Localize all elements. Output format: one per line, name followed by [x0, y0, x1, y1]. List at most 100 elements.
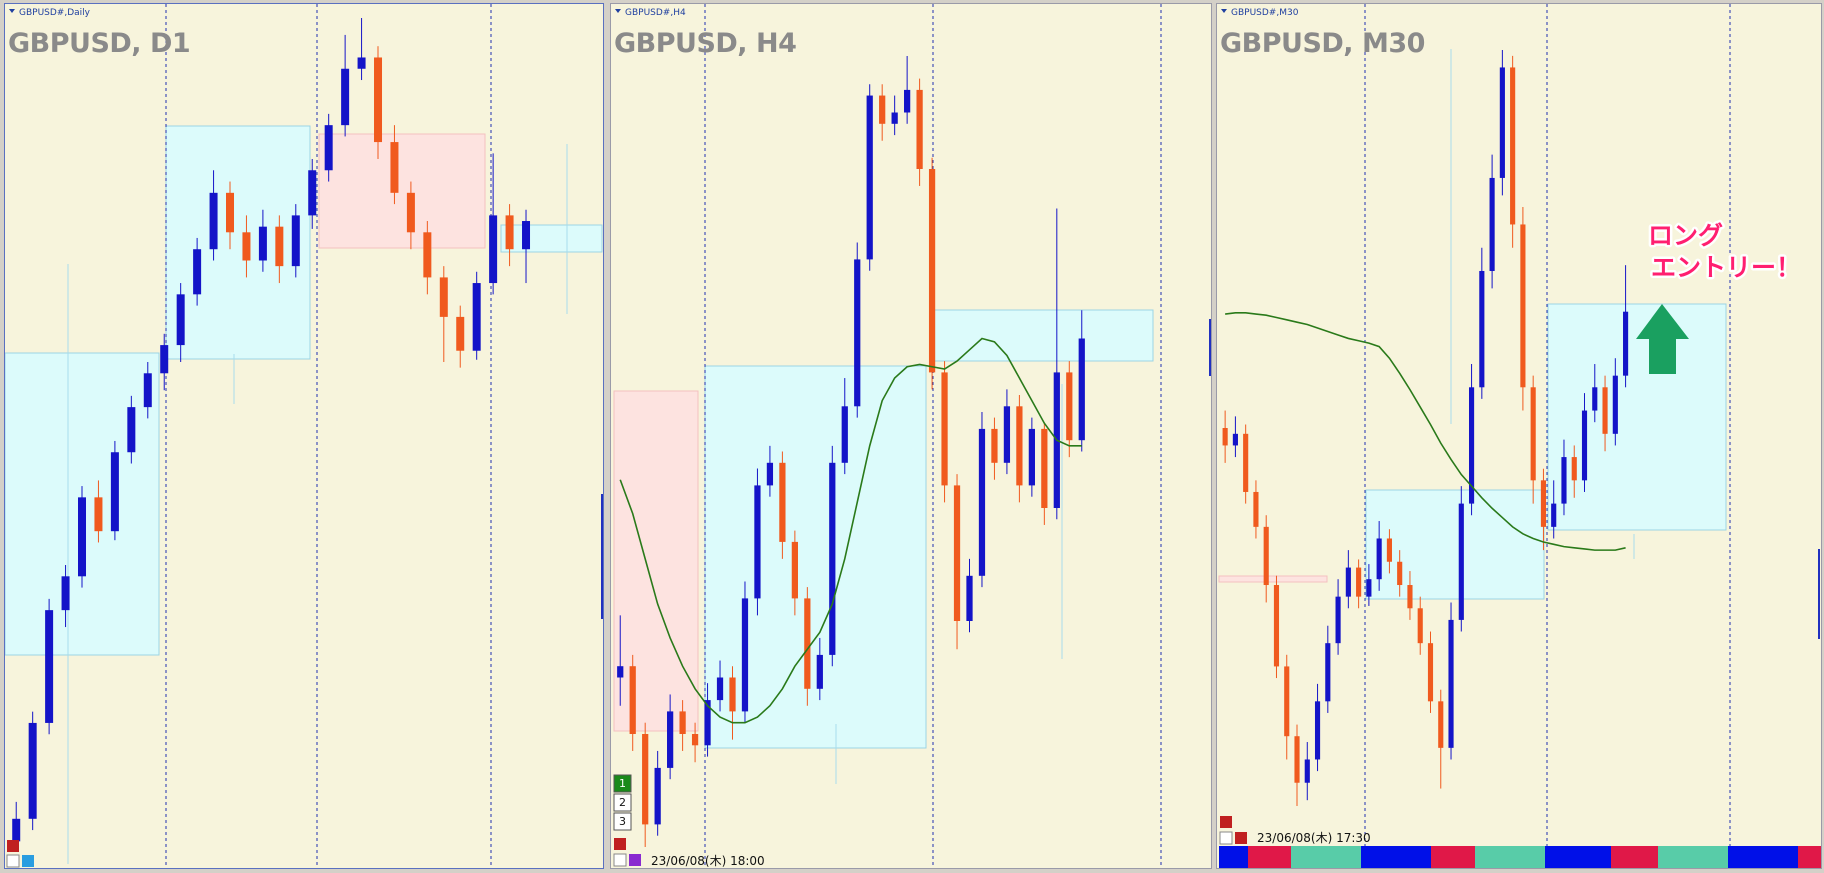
candle-body [1540, 480, 1547, 527]
candle-body [1397, 561, 1403, 586]
candle-body [978, 428, 986, 576]
button-label: 1 [619, 777, 626, 790]
candle-body [829, 462, 836, 655]
pane-canvas: GBPUSD#,Daily GBPUSD, D1 [5, 4, 603, 868]
candle-body [1304, 759, 1310, 783]
menu-icon [9, 9, 15, 13]
strip-segment [1219, 846, 1248, 868]
candle-body [127, 407, 136, 453]
icon [6, 854, 20, 868]
icon [1235, 832, 1247, 844]
candle-body [1314, 701, 1321, 760]
candle-body [193, 249, 202, 295]
candle-body [291, 215, 300, 267]
candle-body [1066, 372, 1073, 441]
candle-body [1602, 387, 1608, 434]
candle-body [505, 215, 514, 250]
candle-body [766, 462, 774, 486]
zone-box [318, 133, 486, 249]
candle-body [308, 170, 317, 216]
candle-body [1263, 526, 1269, 586]
candle-body [1345, 567, 1351, 597]
zone-box [613, 390, 699, 732]
candle-body [1623, 311, 1629, 376]
candle-body [1325, 643, 1331, 702]
strip-segment [1798, 846, 1821, 868]
chart-title: GBPUSD, D1 [8, 28, 190, 59]
timestamp: 23/06/08(木) 18:00 [651, 854, 765, 868]
candles [12, 18, 531, 847]
strip-segment [1475, 846, 1545, 868]
candle-body [324, 125, 333, 171]
chart-pane: GBPUSD#,H4 GBPUSD, H4 1 2 3 23/06/08(木) … [610, 3, 1212, 869]
button[interactable] [613, 793, 632, 812]
candle-body [1458, 503, 1464, 620]
candle-body [716, 677, 724, 701]
candle-body [1253, 491, 1259, 527]
candle-body [1232, 433, 1238, 446]
moving-average [1225, 312, 1626, 551]
strip-segment [1248, 846, 1291, 868]
timestamp: 23/06/08(木) 17:30 [1257, 831, 1371, 845]
candle-body [28, 722, 37, 819]
annotation: ロング [1648, 221, 1723, 250]
candle-body [1016, 406, 1023, 486]
candle-body [94, 497, 103, 532]
candle-body [1041, 428, 1048, 508]
zone-box [1547, 303, 1727, 531]
candle-body [242, 232, 251, 261]
up-arrow [1636, 304, 1689, 374]
candle-body [729, 677, 736, 712]
candle-body [45, 610, 54, 723]
candle-body [1335, 596, 1341, 644]
candle-body [226, 192, 235, 233]
moving-average [619, 337, 1082, 724]
candle-body [406, 192, 415, 233]
chart-title: GBPUSD, H4 [614, 28, 796, 59]
strip-segment [1361, 846, 1431, 868]
candle-body [953, 485, 961, 621]
button[interactable] [613, 774, 632, 793]
candle-body [1284, 666, 1290, 737]
candle-body [110, 452, 119, 532]
candle-body [1499, 67, 1505, 178]
strip-segment [1431, 846, 1475, 868]
candle-body [1438, 701, 1444, 748]
candle-body [390, 142, 399, 193]
zone-box [704, 365, 927, 749]
candle-body [439, 277, 448, 317]
candle-body [1479, 270, 1485, 388]
candle-body [791, 541, 798, 599]
candle-body [654, 767, 661, 825]
candle-body [1561, 457, 1567, 504]
candle-body [966, 575, 973, 621]
level-buttons: 1 2 3 [613, 774, 632, 831]
candle-body [1243, 433, 1249, 492]
zone-box [1218, 575, 1328, 583]
zone-box [1365, 489, 1545, 600]
candle-body [1273, 585, 1280, 667]
icon [1220, 816, 1232, 828]
annotation: エントリー！ [1651, 253, 1801, 282]
candle-body [816, 654, 823, 689]
candle-body [841, 406, 848, 463]
candle-body [209, 192, 218, 250]
candle-body [78, 497, 87, 577]
candle-body [1407, 585, 1413, 609]
candles [617, 56, 1085, 847]
candle-body [1427, 643, 1434, 702]
button-label: 3 [619, 815, 626, 828]
chart-title: GBPUSD, M30 [1220, 28, 1425, 59]
candle-body [275, 226, 284, 267]
pane-canvas: GBPUSD#,H4 GBPUSD, H4 1 2 3 23/06/08(木) … [613, 4, 1211, 868]
candle-body [879, 95, 886, 124]
candle-body [866, 95, 873, 260]
candle-body [1078, 338, 1085, 441]
candle-body [854, 259, 861, 407]
candle-body [991, 428, 998, 463]
button[interactable] [613, 812, 632, 831]
candle-body [1592, 387, 1598, 411]
candle-body [489, 215, 498, 284]
strip-segment [1658, 846, 1728, 868]
symbol-label: GBPUSD#,Daily [19, 8, 91, 18]
